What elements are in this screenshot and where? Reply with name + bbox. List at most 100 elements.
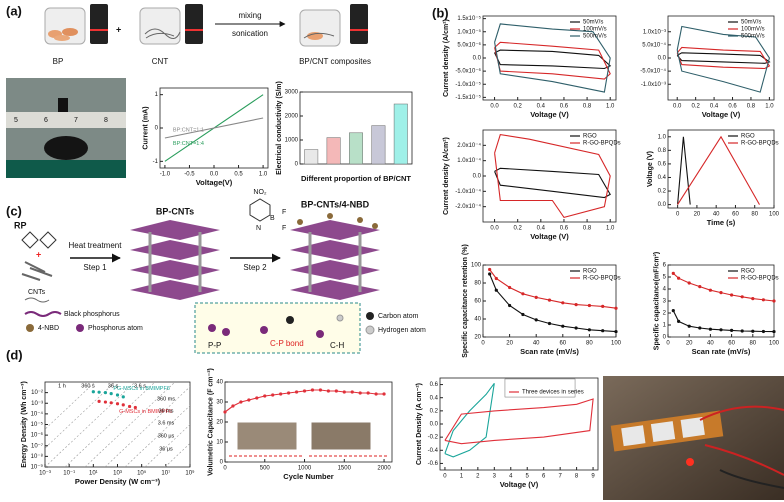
data-point xyxy=(677,319,681,323)
x-tick-label: 1.0 xyxy=(765,104,774,110)
data-point xyxy=(574,303,578,307)
data-point xyxy=(751,329,755,333)
x-tick-label: 40 xyxy=(533,341,540,347)
x-tick-label: 100 xyxy=(769,212,780,218)
x-tick-label: 100 xyxy=(611,341,622,347)
ruler-label: 5 xyxy=(14,117,18,124)
data-line xyxy=(676,46,771,70)
x-axis-label: Voltage (V) xyxy=(500,480,539,489)
annotation: 3.6 s xyxy=(134,383,146,389)
legend-label: R-GO-BPQDs xyxy=(583,276,621,282)
data-point xyxy=(103,391,108,395)
x-tick-label: 0.0 xyxy=(490,104,499,110)
x-tick-label: 10⁷ xyxy=(161,470,170,477)
data-point xyxy=(109,401,113,405)
guide-line xyxy=(144,424,190,467)
y-tick-label: 3 xyxy=(663,299,667,305)
data-point xyxy=(334,389,338,393)
y-tick-label: 0.6 xyxy=(658,161,667,167)
guide-line xyxy=(45,382,116,449)
x-tick-label: 80 xyxy=(586,341,593,347)
ruler-label: 6 xyxy=(44,117,48,124)
x-tick-label: 2 xyxy=(476,474,480,480)
y-tick-label: 0.0 xyxy=(658,56,667,62)
data-point xyxy=(614,330,618,334)
annotation: 36 μs xyxy=(159,446,173,452)
x-tick-label: 8 xyxy=(575,474,579,480)
data-point xyxy=(561,301,565,305)
y-tick-label: 30 xyxy=(216,400,223,406)
data-line xyxy=(444,398,594,445)
legend-label: 100mV/s xyxy=(583,27,607,33)
x-tick-label: 0.0 xyxy=(210,172,219,178)
data-line xyxy=(677,136,691,205)
legend-label: R-GO-BPQDs xyxy=(741,276,779,282)
x-tick-label: 5 xyxy=(526,474,530,480)
x-tick-label: 60 xyxy=(732,212,739,218)
data-point xyxy=(587,328,592,332)
label: BP/CNT composites xyxy=(299,57,371,66)
legend-label: 50mV/s xyxy=(741,20,761,26)
data-point xyxy=(374,392,378,396)
x-tick-label: 3 xyxy=(493,474,497,480)
y-tick-label: 5 xyxy=(663,275,667,281)
atom-label: F xyxy=(282,225,286,232)
data-point xyxy=(761,298,766,302)
x-tick-label: -0.5 xyxy=(184,172,195,178)
x-tick-label: 0.6 xyxy=(728,104,737,110)
y-tick-label: 1.0 xyxy=(658,134,667,140)
y-tick-label: -1.0x10⁻⁴ xyxy=(455,188,481,195)
panel-label: (a) xyxy=(6,3,22,18)
x-tick-label: 10⁻¹ xyxy=(63,471,75,477)
data-point xyxy=(358,391,362,395)
data-point xyxy=(521,312,525,317)
legend-label: 500mV/s xyxy=(583,34,607,40)
x-tick-label: 0.8 xyxy=(583,226,592,232)
x-tick-label: 20 xyxy=(694,212,701,218)
legend-label: Phosphorus atom xyxy=(88,325,143,332)
guide-line xyxy=(64,382,156,467)
data-point xyxy=(302,389,307,393)
label: BP xyxy=(53,57,64,66)
x-axis-label: Scan rate (mV/s) xyxy=(692,347,751,356)
y-tick-label: 1000 xyxy=(285,138,299,144)
y-tick-label: 5.0x10⁻⁶ xyxy=(457,41,481,48)
atom-label: B xyxy=(270,215,275,222)
y-tick-label: 10⁻⁵ xyxy=(31,421,44,428)
x-axis-label: Voltage (V) xyxy=(702,110,741,119)
data-point xyxy=(708,288,713,292)
bar xyxy=(349,132,363,165)
data-point xyxy=(287,391,291,395)
annotation: 1 h xyxy=(58,383,66,389)
y-tick-label: 3000 xyxy=(285,90,299,96)
x-tick-label: 100 xyxy=(769,341,780,347)
y-tick-label: 10⁻⁶ xyxy=(31,432,44,439)
y-tick-label: 10⁻⁴ xyxy=(31,410,44,417)
data-point xyxy=(223,410,227,414)
data-point xyxy=(103,400,108,404)
data-point xyxy=(109,392,113,396)
y-tick-label: 20 xyxy=(474,335,481,341)
x-tick-label: 0.6 xyxy=(560,226,569,232)
data-point xyxy=(326,389,330,393)
y-tick-label: -0.6 xyxy=(428,461,439,467)
data-point xyxy=(708,327,713,331)
legend-label: Carbon atom xyxy=(378,313,419,320)
y-tick-label: 100 xyxy=(471,263,482,269)
legend-label: CNTs xyxy=(28,289,46,296)
x-tick-label: 1 xyxy=(460,474,464,480)
data-point xyxy=(751,297,755,301)
atom-label: F xyxy=(282,209,286,216)
y-tick-label: 0.6 xyxy=(430,382,439,388)
data-point xyxy=(740,329,744,333)
y-tick-label: -1 xyxy=(153,159,159,165)
bar xyxy=(326,137,341,165)
data-point xyxy=(494,288,498,292)
data-point xyxy=(534,295,538,299)
data-line xyxy=(494,23,611,93)
y-tick-label: 60 xyxy=(474,299,481,305)
legend-label: BP:CNT=1:4 xyxy=(173,141,204,147)
bar xyxy=(393,103,408,165)
y-axis-label: Current (mA) xyxy=(142,106,149,149)
